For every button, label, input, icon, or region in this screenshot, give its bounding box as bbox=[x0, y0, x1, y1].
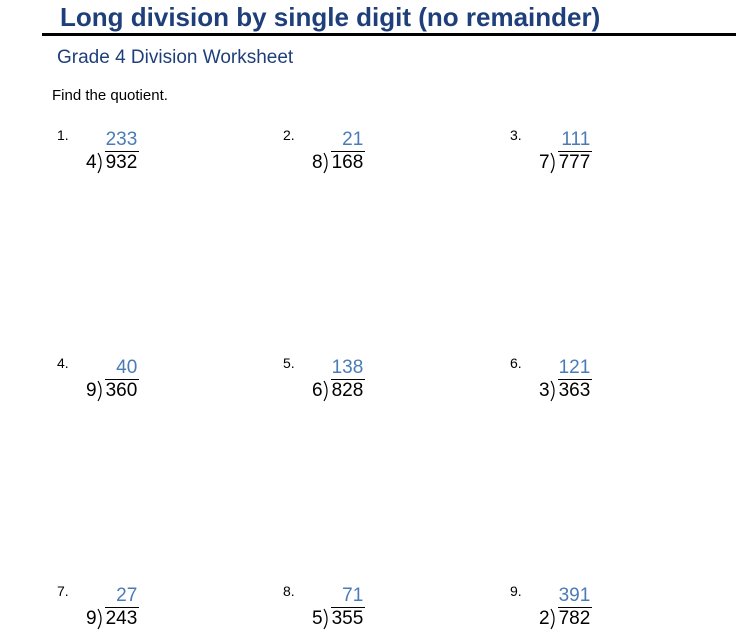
problem-number: 6. bbox=[510, 355, 522, 371]
quotient: 21 bbox=[342, 129, 364, 150]
quotient: 40 bbox=[116, 357, 138, 378]
division-bracket bbox=[97, 380, 105, 402]
subtitle: Grade 4 Division Worksheet bbox=[57, 47, 294, 68]
problem-number: 4. bbox=[57, 355, 69, 371]
division-block: 233 4 932 bbox=[86, 129, 140, 174]
quotient: 391 bbox=[558, 585, 591, 606]
division-row: 7 777 bbox=[539, 151, 593, 174]
division-block: 27 9 243 bbox=[86, 585, 140, 630]
division-bracket bbox=[323, 608, 331, 630]
bracket-curve bbox=[550, 380, 555, 402]
division-block: 40 9 360 bbox=[86, 357, 140, 402]
division-block: 111 7 777 bbox=[539, 129, 593, 174]
division-row: 8 168 bbox=[312, 151, 366, 174]
divisor: 8 bbox=[312, 152, 323, 173]
division-bracket bbox=[323, 380, 331, 402]
instruction: Find the quotient. bbox=[52, 87, 168, 104]
quotient: 233 bbox=[105, 129, 138, 150]
bracket-curve bbox=[323, 152, 328, 174]
dividend: 932 bbox=[104, 151, 140, 173]
divisor: 3 bbox=[539, 380, 550, 401]
dividend: 782 bbox=[557, 607, 593, 629]
problem-number: 1. bbox=[57, 127, 69, 143]
divisor: 9 bbox=[86, 380, 97, 401]
division-row: 9 243 bbox=[86, 607, 140, 630]
division-bracket bbox=[550, 152, 558, 174]
quotient: 111 bbox=[561, 129, 591, 150]
dividend: 355 bbox=[330, 607, 366, 629]
division-block: 138 6 828 bbox=[312, 357, 366, 402]
quotient: 71 bbox=[342, 585, 364, 606]
divisor: 4 bbox=[86, 152, 97, 173]
title: Long division by single digit (no remain… bbox=[60, 2, 601, 32]
division-row: 2 782 bbox=[539, 607, 593, 630]
bracket-curve bbox=[97, 608, 102, 630]
division-bracket bbox=[97, 152, 105, 174]
title-rule bbox=[42, 33, 736, 36]
division-block: 21 8 168 bbox=[312, 129, 366, 174]
division-row: 3 363 bbox=[539, 379, 593, 402]
division-row: 4 932 bbox=[86, 151, 140, 174]
division-bracket bbox=[550, 608, 558, 630]
bracket-curve bbox=[97, 380, 102, 402]
problem-number: 3. bbox=[510, 127, 522, 143]
division-bracket bbox=[550, 380, 558, 402]
quotient: 121 bbox=[558, 357, 591, 378]
dividend: 777 bbox=[557, 151, 593, 173]
dividend: 360 bbox=[104, 379, 140, 401]
bracket-curve bbox=[550, 608, 555, 630]
problem-number: 2. bbox=[283, 127, 295, 143]
divisor: 6 bbox=[312, 380, 323, 401]
division-bracket bbox=[97, 608, 105, 630]
division-bracket bbox=[323, 152, 331, 174]
dividend: 168 bbox=[330, 151, 366, 173]
quotient: 138 bbox=[331, 357, 364, 378]
dividend: 828 bbox=[330, 379, 366, 401]
quotient: 27 bbox=[116, 585, 138, 606]
division-row: 5 355 bbox=[312, 607, 366, 630]
division-block: 121 3 363 bbox=[539, 357, 593, 402]
division-block: 71 5 355 bbox=[312, 585, 366, 630]
bracket-curve bbox=[323, 380, 328, 402]
divisor: 5 bbox=[312, 608, 323, 629]
problem-number: 5. bbox=[283, 355, 295, 371]
bracket-curve bbox=[97, 152, 102, 174]
bracket-curve bbox=[323, 608, 328, 630]
divisor: 9 bbox=[86, 608, 97, 629]
problem-number: 8. bbox=[283, 583, 295, 599]
division-row: 9 360 bbox=[86, 379, 140, 402]
dividend: 363 bbox=[557, 379, 593, 401]
division-row: 6 828 bbox=[312, 379, 366, 402]
problem-number: 7. bbox=[57, 583, 69, 599]
divisor: 2 bbox=[539, 608, 550, 629]
problem-number: 9. bbox=[510, 583, 522, 599]
dividend: 243 bbox=[104, 607, 140, 629]
bracket-curve bbox=[550, 152, 555, 174]
divisor: 7 bbox=[539, 152, 550, 173]
division-block: 391 2 782 bbox=[539, 585, 593, 630]
